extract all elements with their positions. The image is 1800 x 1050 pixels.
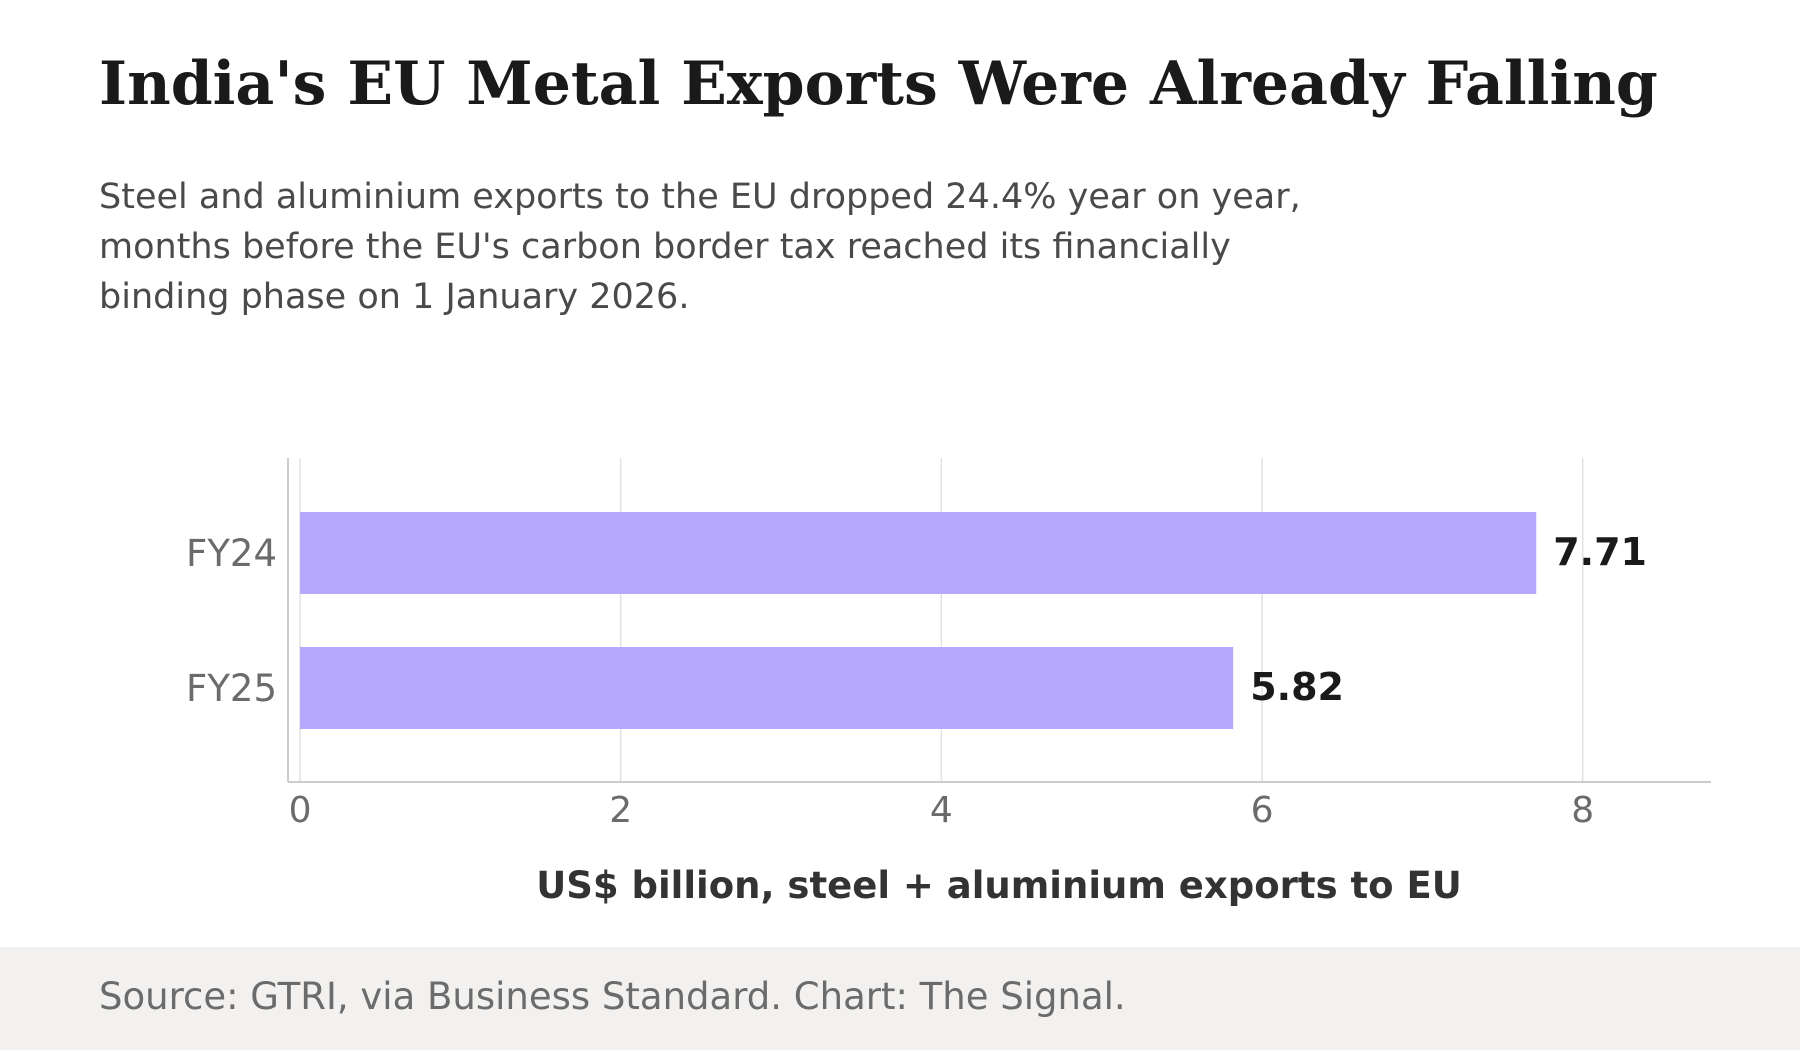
bar-chart: 0 2 4 6 8 FY24 7.71 FY25 5.82 US$ billion, steel … — [186, 458, 1711, 907]
subtitle-line: Steel and aluminium exports to the EU dr… — [99, 177, 1301, 217]
chart-title: India's EU Metal Exports Were Already Fa… — [99, 49, 1658, 119]
subtitle-line: binding phase on 1 January 2026. — [99, 277, 690, 317]
footer: Source: GTRI, via Business Standard. Cha… — [0, 947, 1800, 1050]
category-label: FY25 — [186, 667, 277, 710]
x-axis-title: US$ billion, steel + aluminium exports t… — [536, 864, 1462, 907]
bars — [300, 512, 1537, 729]
labels: 0 2 4 6 8 FY24 7.71 FY25 5.82 US$ billion, steel … — [186, 530, 1647, 907]
chart-subtitle: Steel and aluminium exports to the EU dr… — [99, 172, 1399, 322]
value-label: 5.82 — [1250, 665, 1344, 709]
category-label: FY24 — [186, 532, 277, 575]
gridlines — [299, 458, 1584, 782]
x-tick-label: 4 — [930, 790, 953, 831]
source-note: Source: GTRI, via Business Standard. Cha… — [99, 975, 1126, 1018]
axes — [287, 458, 1711, 783]
value-label: 7.71 — [1553, 530, 1647, 574]
x-tick-label: 0 — [289, 790, 312, 831]
bar-fy24 — [300, 512, 1537, 594]
x-tick-label: 6 — [1251, 790, 1274, 831]
x-tick-label: 8 — [1571, 790, 1594, 831]
bar-fy25 — [300, 647, 1234, 729]
subtitle-line: months before the EU's carbon border tax… — [99, 227, 1231, 267]
x-tick-label: 2 — [609, 790, 632, 831]
